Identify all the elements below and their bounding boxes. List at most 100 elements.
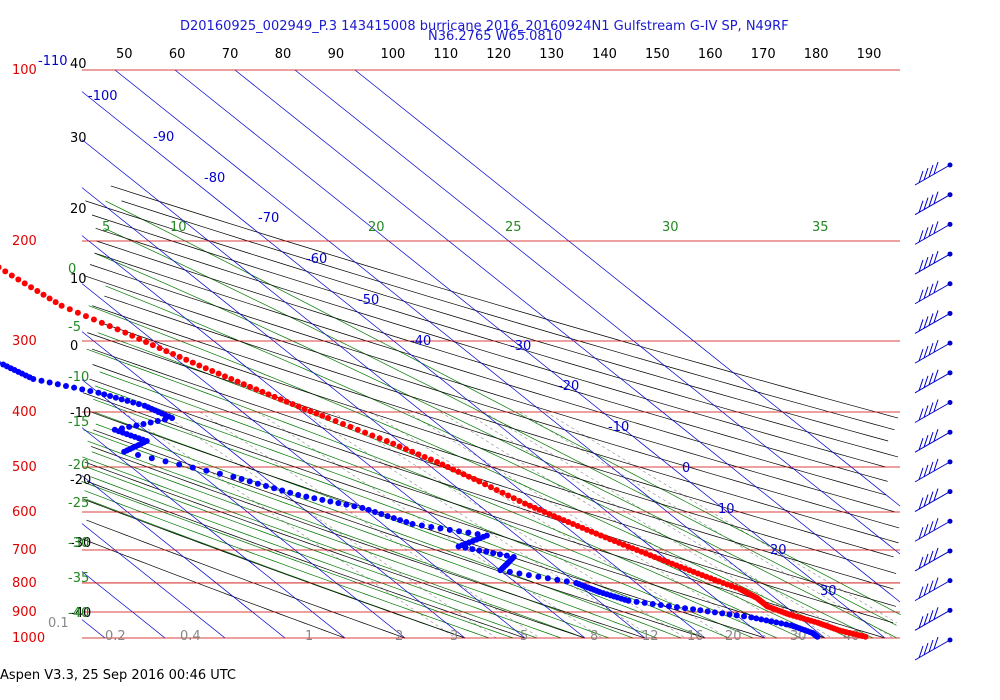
dewpoint-point (625, 597, 632, 604)
top-axis-tick-label: 150 (645, 47, 670, 62)
temperature-point (332, 418, 339, 425)
temperature-point (584, 526, 591, 533)
wind-barb-feather (933, 399, 939, 412)
dewpoint-point (303, 493, 310, 500)
isotherm-value-label: -50 (358, 293, 379, 308)
wind-barb-feather (923, 524, 929, 537)
temperature-point (114, 326, 121, 333)
wind-barb-staff (914, 253, 951, 275)
temperature-point (196, 362, 203, 369)
dry-adiabat-line (83, 275, 900, 529)
temperature-point (541, 508, 548, 515)
temperature-point (98, 319, 105, 326)
pressure-label: 900 (12, 605, 37, 620)
dry-adiabat-line (93, 429, 706, 639)
dewpoint-point (506, 568, 513, 575)
dewpoint-point (126, 423, 133, 430)
dry-adiabat-line (92, 305, 894, 558)
wind-barb-feather (928, 521, 934, 534)
dewpoint-point (704, 608, 711, 615)
temperature-point (574, 522, 581, 529)
wind-barb-feather (928, 313, 934, 326)
dewpoint-point (101, 391, 108, 398)
moist-adiabat-line (105, 285, 874, 639)
top-axis-tick-label: 50 (116, 47, 133, 62)
dewpoint-point (490, 550, 497, 557)
dewpoint-point (335, 500, 342, 507)
mixing-ratio-label: 2 (395, 629, 403, 644)
wind-barb-feather (928, 372, 934, 385)
dry-adiabat-line (90, 446, 646, 639)
wind-barb-feather (928, 283, 934, 296)
isotherm-value-label: -80 (204, 171, 225, 186)
dewpoint-point (279, 487, 286, 494)
mixing-ratio-label: 1 (305, 629, 313, 644)
dewpoint-point (147, 419, 154, 426)
dewpoint-point (254, 480, 261, 487)
wind-barb-feather (933, 429, 939, 442)
top-axis-tick-label: 80 (275, 47, 292, 62)
moist-adiabat-line (91, 451, 610, 639)
dewpoint-point (497, 567, 504, 574)
isotherm-line (234, 69, 901, 603)
temperature-point (122, 329, 129, 336)
wind-barb-feather (923, 256, 929, 270)
wind-barb-staff (914, 194, 951, 216)
dry-adiabat-line (90, 411, 766, 639)
wind-barb-feather (928, 164, 934, 178)
temperature-point (0, 264, 2, 270)
temperature-point (620, 541, 627, 548)
dewpoint-point (544, 575, 551, 582)
wind-barb-feather (923, 583, 929, 596)
wind-barb-feather (933, 310, 939, 323)
wind-barb-staff (914, 520, 951, 542)
height-tick-label: 40 (70, 57, 87, 72)
isotherm-line (81, 187, 646, 639)
dewpoint-point (768, 618, 775, 625)
top-axis-tick-label: 140 (592, 47, 617, 62)
dry-adiabat-line (91, 348, 897, 607)
dry-adiabat-line (110, 185, 899, 419)
isotherm-value-label: -20 (558, 379, 579, 394)
temperature-point (402, 446, 409, 453)
temperature-point (289, 401, 296, 408)
dewpoint-point (271, 485, 278, 492)
temperature-point (427, 456, 434, 463)
wind-barb-feather (933, 577, 939, 590)
dewpoint-point (465, 529, 472, 536)
wind-barb-feather (923, 642, 929, 656)
wind-barbs (914, 161, 953, 661)
height-tick-label: 30 (70, 131, 87, 146)
mixing-ratio-label: 8 (590, 629, 598, 644)
temperature-point (607, 536, 614, 543)
dewpoint-point (719, 610, 726, 617)
isotherm-value-label: -100 (88, 89, 118, 104)
wind-barb-feather (928, 194, 934, 207)
moist-adiabat-label: -25 (68, 496, 89, 511)
chart-grid (81, 69, 901, 639)
theta-label: 10 (170, 220, 187, 235)
dewpoint-point (246, 478, 253, 485)
wind-barb-staff (914, 609, 951, 631)
pressure-label: 300 (12, 334, 37, 349)
height-tick-label: -20 (70, 473, 91, 488)
dewpoint-point (649, 601, 656, 608)
temperature-point (376, 435, 383, 442)
dewpoint-point (462, 544, 469, 551)
temperature-point (202, 365, 209, 372)
dewpoint-point (365, 506, 372, 513)
dry-adiabat-line (85, 200, 889, 442)
temperature-point (221, 373, 228, 380)
mixing-ratio-label: 16 (687, 629, 704, 644)
moist-adiabat-label: -20 (68, 458, 89, 473)
dewpoint-point (778, 620, 785, 627)
temperature-point (450, 466, 457, 473)
temperature-point (170, 351, 177, 358)
dewpoint-point (112, 394, 119, 401)
temperature-point (396, 443, 403, 450)
top-axis-tick-label: 120 (486, 47, 511, 62)
temperature-point (476, 478, 483, 485)
temperature-point (588, 528, 595, 535)
